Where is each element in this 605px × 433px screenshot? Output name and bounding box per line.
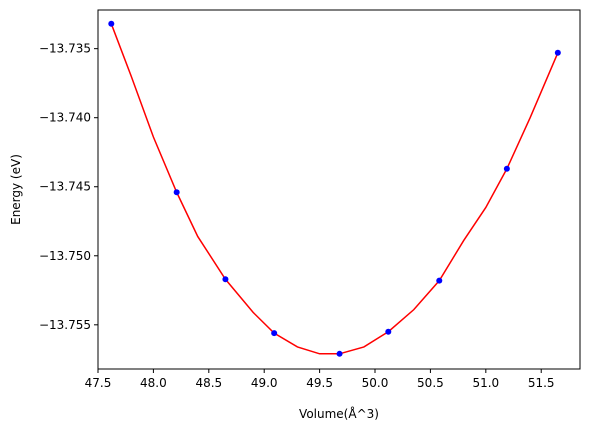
x-tick-label: 51.5 [528,376,555,390]
y-tick-label: −13.745 [39,180,91,194]
fit-curve [110,23,559,355]
data-point [336,350,343,357]
data-point [271,330,278,337]
x-tick-label: 51.0 [472,376,499,390]
x-tick-label: 50.0 [362,376,389,390]
x-tick-label: 50.5 [417,376,444,390]
data-point [385,328,392,335]
x-axis-label: Volume(Å^3) [299,406,379,421]
data-point [108,20,115,27]
x-tick-label: 48.5 [195,376,222,390]
plot-frame [97,9,581,370]
y-axis-label: Energy (eV) [9,154,23,225]
y-tick-label: −13.755 [39,318,91,332]
x-tick-label: 49.0 [251,376,278,390]
y-axis: −13.755 −13.750 −13.745 −13.740 −13.735 [39,42,98,332]
data-point [436,277,443,284]
y-tick-label: −13.735 [39,42,91,56]
data-point [222,276,229,283]
y-tick-label: −13.740 [39,111,91,125]
data-point [554,49,561,56]
x-tick-label: 47.5 [85,376,112,390]
data-point [503,165,510,172]
y-tick-label: −13.750 [39,249,91,263]
x-axis: 47.5 48.0 48.5 49.0 49.5 50.0 50.5 51.0 51.5 [85,369,555,390]
data-point [173,189,180,196]
x-tick-label: 49.5 [306,376,333,390]
plot-area [108,20,561,357]
x-tick-label: 48.0 [140,376,167,390]
